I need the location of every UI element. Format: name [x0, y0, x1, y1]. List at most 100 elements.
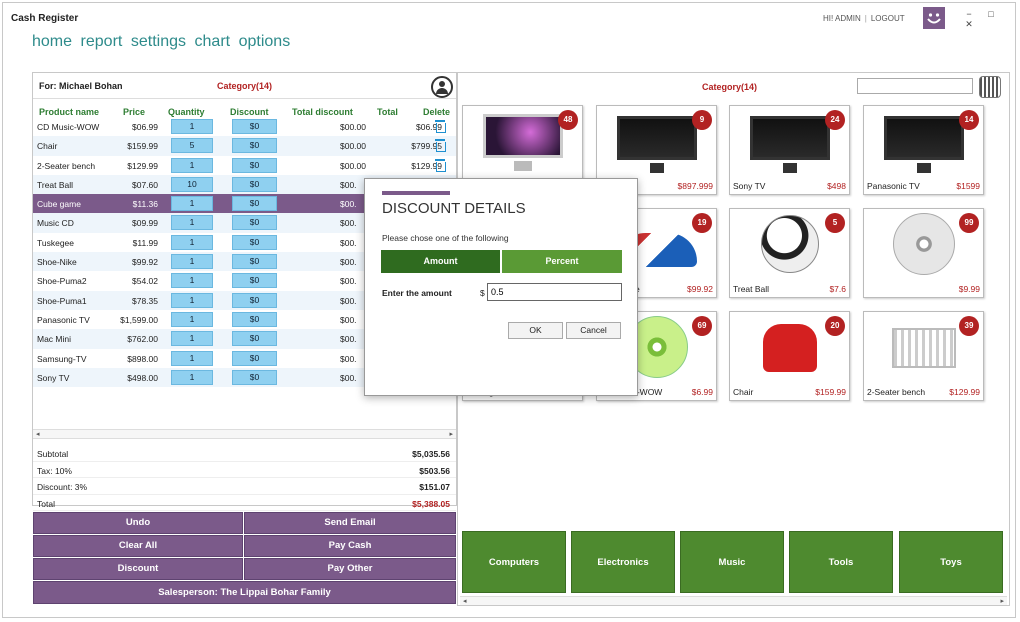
product-tile[interactable]: 14 Panasonic TV $1599 [863, 105, 984, 195]
col-quantity[interactable]: Quantity [168, 107, 205, 117]
row-discount-field[interactable]: $0 [232, 292, 277, 308]
row-quantity-field[interactable]: 1 [171, 234, 213, 250]
row-quantity-field[interactable]: 5 [171, 138, 213, 154]
row-discount-field[interactable]: $0 [232, 176, 277, 192]
row-product-name: Panasonic TV [37, 314, 90, 325]
row-quantity-field[interactable]: 1 [171, 369, 213, 385]
catalog-hscroll[interactable]: ◂ ▸ [460, 596, 1007, 605]
col-product-name[interactable]: Product name [39, 107, 100, 117]
send-email-button[interactable]: Send Email [244, 512, 456, 534]
row-discount-field[interactable]: $0 [232, 331, 277, 347]
nav-home[interactable]: home [32, 33, 73, 50]
category-electronics-button[interactable]: Electronics [571, 531, 675, 593]
order-hscroll[interactable]: ◂ ▸ [33, 429, 456, 439]
table-row[interactable]: Chair $159.99 5 $0 $00.00 $799.95 [33, 136, 456, 156]
discount-button[interactable]: Discount [33, 558, 243, 580]
product-image [893, 213, 955, 275]
pay-cash-button[interactable]: Pay Cash [244, 535, 456, 557]
col-total[interactable]: Total [377, 107, 398, 117]
ok-button[interactable]: OK [508, 322, 563, 339]
delete-trash-icon[interactable] [435, 139, 446, 153]
row-product-name: Samsung-TV [37, 353, 87, 364]
col-discount[interactable]: Discount [230, 107, 269, 117]
col-price[interactable]: Price [123, 107, 146, 117]
nav-settings[interactable]: settings [130, 33, 186, 50]
row-quantity-field[interactable]: 1 [171, 273, 213, 289]
category-tools-button[interactable]: Tools [789, 531, 893, 593]
product-tile[interactable]: 24 Sony TV $498 [729, 105, 850, 195]
customer-icon[interactable] [431, 76, 453, 98]
table-row[interactable]: Mac Mini $762.00 1 $0 $00. [33, 329, 456, 349]
row-discount-field[interactable]: $0 [232, 234, 277, 250]
row-quantity-field[interactable]: 1 [171, 119, 213, 134]
delete-trash-icon[interactable] [435, 158, 446, 172]
delete-trash-icon[interactable] [435, 120, 446, 133]
row-product-name: Chair [37, 141, 58, 152]
product-tile[interactable]: 39 2-Seater bench $129.99 [863, 311, 984, 401]
row-quantity-field[interactable]: 1 [171, 254, 213, 270]
table-row[interactable]: Cube game $11.36 1 $0 $00. [33, 194, 456, 214]
window-controls: − □ ✕ [958, 9, 1015, 30]
col-total-discount[interactable]: Total discount [292, 107, 353, 117]
scroll-right-icon[interactable]: ▸ [449, 431, 453, 438]
subtotal-value: $5,035.56 [412, 449, 450, 459]
nav-report[interactable]: report [80, 33, 123, 50]
nav-options[interactable]: options [238, 33, 291, 50]
close-button[interactable]: ✕ [965, 19, 973, 29]
row-quantity-field[interactable]: 1 [171, 215, 213, 231]
category-music-button[interactable]: Music [680, 531, 784, 593]
product-tile[interactable]: 20 Chair $159.99 [729, 311, 850, 401]
row-discount-field[interactable]: $0 [232, 369, 277, 385]
user-links: HI! ADMIN | LOGOUT [823, 14, 905, 23]
cancel-button[interactable]: Cancel [566, 322, 621, 339]
row-discount-field[interactable]: $0 [232, 273, 277, 289]
row-discount-field[interactable]: $0 [232, 350, 277, 366]
logout-link[interactable]: LOGOUT [870, 14, 905, 23]
category-toys-button[interactable]: Toys [899, 531, 1003, 593]
catalog-search-input[interactable] [857, 78, 973, 94]
qr-code-icon[interactable] [979, 76, 1001, 98]
row-discount-field[interactable]: $0 [232, 138, 277, 154]
percent-tab[interactable]: Percent [502, 250, 622, 273]
catalog-scroll-right-icon[interactable]: ▸ [1000, 598, 1004, 605]
table-row[interactable]: 2-Seater bench $129.99 1 $0 $00.00 $129.99 [33, 156, 456, 175]
row-discount-field[interactable]: $0 [232, 215, 277, 231]
table-row[interactable]: CD Music-WOW $06.99 1 $0 $00.00 $06.99 [33, 117, 456, 136]
row-quantity-field[interactable]: 1 [171, 331, 213, 347]
maximize-button[interactable]: □ [988, 9, 994, 19]
stock-badge: 24 [825, 110, 845, 130]
category-computers-button[interactable]: Computers [462, 531, 566, 593]
pay-other-button[interactable]: Pay Other [244, 558, 456, 580]
table-row[interactable]: Samsung-TV $898.00 1 $0 $00. [33, 349, 456, 368]
scroll-left-icon[interactable]: ◂ [36, 431, 40, 438]
product-name: Sony TV [733, 181, 766, 191]
product-name: Chair [733, 387, 754, 397]
amount-tab[interactable]: Amount [381, 250, 500, 273]
row-quantity-field[interactable]: 1 [171, 311, 213, 327]
table-row[interactable]: Shoe-Puma2 $54.02 1 $0 $00. [33, 271, 456, 290]
row-product-name: 2-Seater bench [37, 160, 96, 171]
product-image [617, 116, 697, 173]
amount-input[interactable] [487, 283, 622, 301]
row-quantity-field[interactable]: 1 [171, 292, 213, 308]
product-tile[interactable]: 5 Treat Ball $7.6 [729, 208, 850, 298]
salesperson-button[interactable]: Salesperson: The Lippai Bohar Family [33, 581, 456, 604]
row-quantity-field[interactable]: 1 [171, 350, 213, 366]
row-quantity-field[interactable]: 1 [171, 157, 213, 173]
row-discount-field[interactable]: $0 [232, 157, 277, 173]
minimize-button[interactable]: − [966, 9, 972, 19]
row-quantity-field[interactable]: 10 [171, 176, 213, 192]
row-discount-field[interactable]: $0 [232, 119, 277, 134]
undo-button[interactable]: Undo [33, 512, 243, 534]
clear-all-button[interactable]: Clear All [33, 535, 243, 557]
row-discount-field[interactable]: $0 [232, 254, 277, 270]
row-quantity-field[interactable]: 1 [171, 196, 213, 212]
nav-chart[interactable]: chart [194, 33, 231, 50]
table-row[interactable]: Treat Ball $07.60 10 $0 $00. [33, 174, 456, 195]
col-delete[interactable]: Delete [423, 107, 451, 117]
row-discount-field[interactable]: $0 [232, 196, 277, 212]
catalog-scroll-left-icon[interactable]: ◂ [463, 598, 467, 605]
row-discount-field[interactable]: $0 [232, 311, 277, 327]
product-tile[interactable]: 99 $9.99 [863, 208, 984, 298]
product-name: Treat Ball [733, 284, 770, 294]
